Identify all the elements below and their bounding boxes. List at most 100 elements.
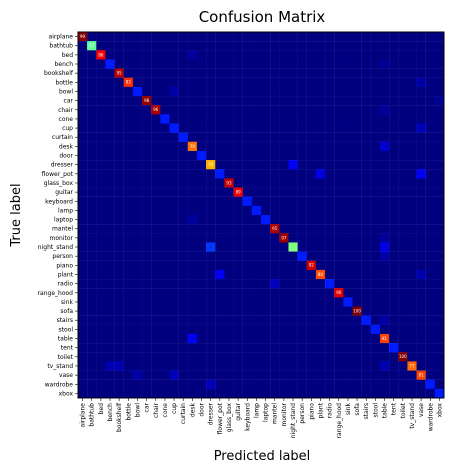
grid-dot (246, 383, 248, 385)
grid-dot (82, 90, 84, 93)
grid-dot (265, 228, 267, 230)
grid-dot (365, 118, 367, 120)
heatmap-cell (389, 343, 399, 353)
grid-dot (283, 328, 285, 330)
grid-dot (265, 145, 267, 147)
grid-dot (374, 392, 376, 394)
grid-dot (292, 191, 294, 193)
grid-dot (109, 182, 111, 184)
grid-dot (374, 154, 376, 157)
grid-dot (274, 45, 276, 47)
grid-dot (164, 145, 166, 147)
grid-dot (374, 200, 376, 202)
grid-dot (200, 283, 203, 285)
grid-dot (82, 264, 84, 266)
grid-dot (210, 365, 212, 367)
grid-dot (100, 246, 102, 248)
grid-dot (173, 292, 175, 294)
grid-dot (146, 209, 148, 211)
grid-dot (374, 219, 376, 221)
grid-dot (100, 283, 102, 285)
grid-dot (91, 365, 93, 367)
grid-dot (228, 90, 230, 93)
grid-dot (82, 200, 84, 202)
grid-dot (246, 328, 248, 330)
grid-dot (265, 392, 267, 394)
grid-dot (356, 154, 358, 157)
grid-dot (283, 81, 285, 83)
grid-dot (393, 273, 395, 276)
grid-dot (420, 45, 422, 47)
grid-dot (155, 54, 157, 56)
grid-dot (383, 127, 386, 129)
grid-dot (191, 164, 193, 166)
heatmap-cell (215, 169, 225, 179)
x-tick-label: bench (107, 403, 114, 422)
grid-dot (393, 45, 395, 47)
grid-dot (173, 383, 175, 385)
grid-dot (182, 45, 184, 47)
grid-dot (219, 356, 221, 358)
grid-dot (338, 54, 340, 56)
grid-dot (200, 209, 203, 211)
grid-dot (237, 90, 239, 93)
grid-dot (265, 154, 267, 157)
grid-dot (100, 182, 102, 184)
grid-dot (200, 365, 203, 367)
grid-dot (383, 173, 386, 175)
grid-dot (127, 36, 129, 38)
grid-dot (274, 328, 276, 330)
grid-dot (319, 374, 322, 376)
grid-dot (127, 191, 129, 193)
heatmap-cell (434, 388, 445, 399)
grid-dot (164, 237, 166, 239)
grid-dot (237, 264, 239, 266)
grid-dot (100, 200, 102, 202)
grid-dot (109, 36, 111, 38)
grid-dot (109, 154, 111, 157)
grid-dot (319, 90, 322, 93)
grid-dot (228, 301, 230, 303)
grid-dot (383, 237, 386, 239)
grid-dot (210, 81, 212, 83)
grid-dot (292, 228, 294, 230)
grid-dot (274, 273, 276, 276)
grid-dot (182, 319, 184, 321)
grid-dot (200, 328, 203, 330)
grid-dot (301, 301, 303, 303)
grid-dot (237, 36, 239, 38)
grid-dot (347, 319, 349, 321)
grid-dot (91, 255, 93, 257)
grid-dot (109, 81, 111, 83)
grid-dot (374, 164, 376, 166)
grid-dot (292, 182, 294, 184)
grid-dot (146, 136, 148, 138)
grid-dot (164, 228, 166, 230)
grid-dot (228, 100, 230, 102)
grid-dot (274, 191, 276, 193)
grid-dot (265, 164, 267, 166)
grid-dot (200, 273, 203, 276)
grid-dot (301, 200, 303, 202)
grid-dot (329, 374, 331, 376)
y-tick-label: stairs (57, 317, 73, 324)
heatmap-cell (96, 50, 106, 60)
grid-dot (402, 54, 404, 56)
grid-dot (146, 255, 148, 257)
grid-dot (228, 292, 230, 294)
grid-dot (255, 136, 257, 138)
grid-dot (438, 36, 440, 38)
grid-dot (200, 136, 203, 138)
grid-dot (136, 328, 139, 330)
grid-dot (91, 154, 93, 157)
grid-dot (210, 264, 212, 266)
grid-dot (301, 145, 303, 147)
grid-dot (292, 81, 294, 83)
grid-dot (155, 319, 157, 321)
grid-dot (118, 45, 120, 47)
grid-dot (219, 45, 221, 47)
grid-dot (237, 54, 239, 56)
grid-dot (182, 90, 184, 93)
grid-dot (191, 219, 193, 221)
grid-dot (393, 63, 395, 65)
